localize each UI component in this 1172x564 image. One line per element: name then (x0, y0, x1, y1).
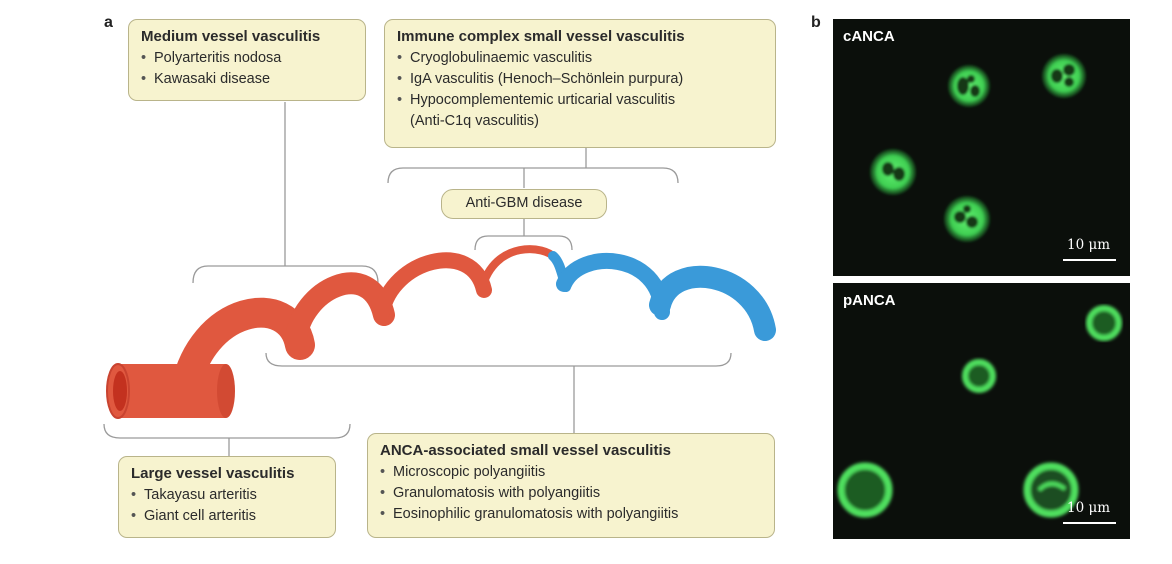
medium-vessel-list: Polyarteritis nodosa Kawasaki disease (141, 48, 355, 90)
list-item: Takayasu arteritis (131, 485, 325, 506)
list-item: Hypocomplementemic urticarial vasculitis… (397, 90, 710, 132)
vessel-shape (170, 245, 776, 407)
list-item: Granulomatosis with polyangiitis (380, 483, 764, 504)
canca-cell (870, 149, 916, 195)
panca-label: pANCA (843, 292, 896, 309)
panca-cell (837, 462, 893, 518)
list-item: Eosinophilic granulomatosis with polyang… (380, 504, 764, 525)
panca-cell (1023, 462, 1079, 518)
immune-complex-title: Immune complex small vessel vasculitis (397, 28, 685, 45)
large-vessel-list: Takayasu arteritis Giant cell arteritis (131, 485, 325, 527)
canca-cell (944, 196, 990, 242)
large-vessel-title: Large vessel vasculitis (131, 465, 295, 482)
medium-vessel-title: Medium vessel vasculitis (141, 28, 321, 45)
capillary-arch (478, 245, 559, 292)
list-item: Giant cell arteritis (131, 506, 325, 527)
large-vessel-box: Large vessel vasculitis Takayasu arterit… (118, 456, 336, 538)
panca-micrograph: pANCA 10 μm (833, 283, 1130, 539)
canca-cell (948, 65, 990, 107)
artery-arch-2 (285, 272, 395, 351)
canca-micrograph: cANCA 10 μm (833, 19, 1130, 276)
list-item: Kawasaki disease (141, 69, 355, 90)
anca-title: ANCA-associated small vessel vasculitis (380, 442, 671, 459)
anca-box: ANCA-associated small vessel vasculitis … (367, 433, 775, 538)
artery-arch-3 (374, 252, 492, 320)
connector-lines (103, 102, 732, 456)
canca-scale-bar (1063, 259, 1116, 261)
panca-cells (837, 305, 1122, 518)
immune-complex-box: Immune complex small vessel vasculitis C… (384, 19, 776, 148)
canca-cell (1042, 54, 1086, 98)
panca-scale-bar (1063, 522, 1116, 524)
immune-complex-list: Cryoglobulinaemic vasculitis IgA vasculi… (397, 48, 765, 132)
canca-cells (870, 54, 1086, 242)
panel-b-letter: b (811, 14, 821, 31)
panca-scale-text: 10 μm (1067, 500, 1111, 516)
vein-arch-3 (649, 265, 776, 341)
anca-list: Microscopic polyangiitis Granulomatosis … (380, 462, 764, 525)
list-item: IgA vasculitis (Henoch–Schönlein purpura… (397, 69, 765, 90)
canca-scale-text: 10 μm (1067, 237, 1111, 253)
list-item: Microscopic polyangiitis (380, 462, 764, 483)
anti-gbm-pill: Anti-GBM disease (441, 189, 607, 219)
vein-arch-2 (556, 253, 670, 320)
list-item: Polyarteritis nodosa (141, 48, 355, 69)
artery-cylinder (106, 363, 235, 419)
medium-vessel-box: Medium vessel vasculitis Polyarteritis n… (128, 19, 366, 101)
canca-label: cANCA (843, 28, 895, 45)
panca-cell (1086, 305, 1122, 341)
vessel-diagram (103, 102, 776, 456)
panel-a-letter: a (104, 14, 113, 31)
panca-cell (962, 359, 996, 393)
list-item: Cryoglobulinaemic vasculitis (397, 48, 765, 69)
